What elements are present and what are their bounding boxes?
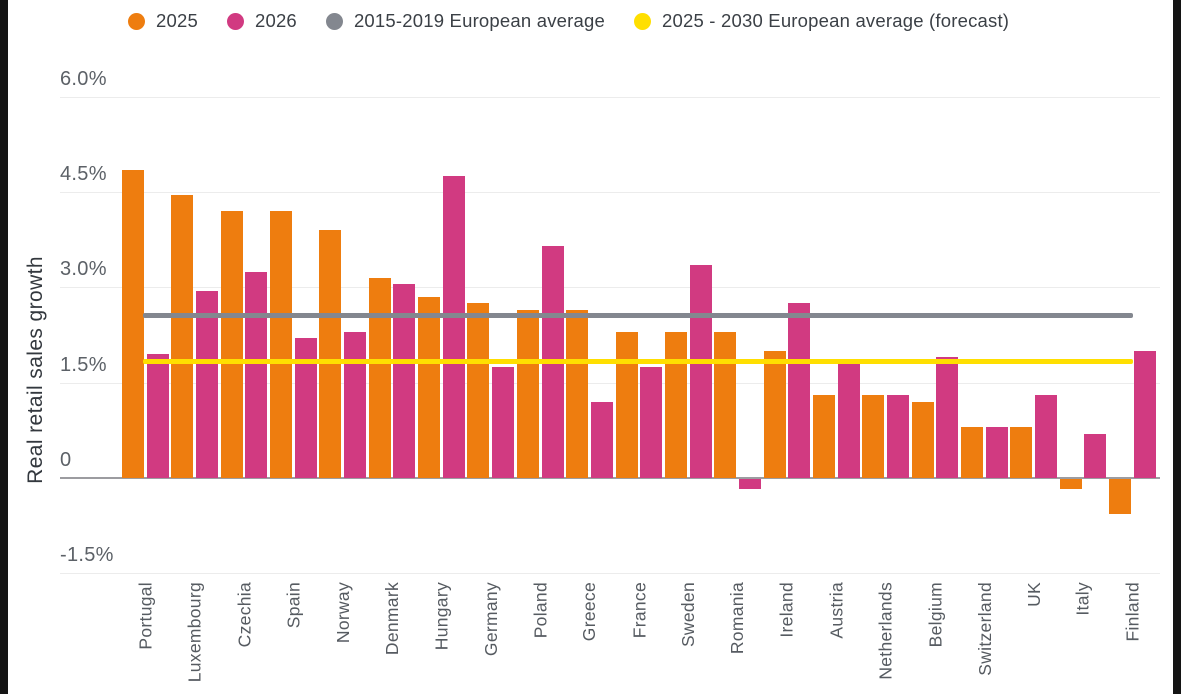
reference-line <box>143 313 1133 319</box>
right-edge-strip <box>1173 0 1181 694</box>
x-country-label: France <box>628 582 649 639</box>
x-country-label: Belgium <box>924 582 945 648</box>
x-country-label: Ireland <box>776 582 797 638</box>
bar-2026 <box>344 331 367 478</box>
bar-2025 <box>368 277 391 478</box>
y-axis-title: Real retail sales growth <box>24 256 47 484</box>
x-country-label: Italy <box>1073 582 1093 616</box>
bar-2026 <box>689 265 712 478</box>
legend-dot-icon <box>633 12 651 30</box>
bar-2026 <box>492 366 515 478</box>
bar-2026 <box>985 427 1008 478</box>
bar-2026 <box>294 338 317 478</box>
x-country-label: Netherlands <box>875 582 896 680</box>
x-country-label: Spain <box>283 582 304 629</box>
x-country-label: Switzerland <box>974 582 995 676</box>
bar-2026 <box>196 290 219 478</box>
bar-2025 <box>615 331 638 478</box>
legend-label: 2025 <box>156 10 198 31</box>
legend-dot-icon <box>226 12 244 30</box>
legend-label: 2026 <box>254 10 297 31</box>
bar-2026 <box>393 284 416 478</box>
bar-2025 <box>862 395 885 478</box>
bar-2025 <box>171 195 194 478</box>
bar-2025 <box>467 303 490 478</box>
legend-item: 2026 <box>226 10 297 32</box>
bar-2026 <box>738 479 761 489</box>
bar-2026 <box>1133 350 1156 478</box>
gridline <box>60 573 1160 575</box>
x-country-label: Norway <box>332 582 353 644</box>
legend-item: 2015-2019 European average <box>325 10 605 32</box>
bar-2025 <box>812 395 835 478</box>
bar-2026 <box>837 363 860 478</box>
bar-2026 <box>442 176 465 478</box>
legend-item: 2025 - 2030 European average (forecast) <box>633 10 1010 32</box>
bar-2025 <box>763 350 786 478</box>
bar-2025 <box>960 427 983 478</box>
x-country-label: Germany <box>480 582 501 657</box>
x-axis-zero-line <box>60 477 1160 479</box>
y-tick-label: -1.5% <box>60 544 114 567</box>
legend-label: 2025 - 2030 European average (forecast) <box>661 10 1010 31</box>
chart-legend: 2025 2026 2015-2019 European average 2025 -… <box>128 7 1009 35</box>
left-edge-strip <box>0 0 8 694</box>
x-country-label: Poland <box>530 582 551 639</box>
bar-2026 <box>640 366 663 478</box>
bar-2025 <box>319 230 342 478</box>
x-country-label: Luxembourg <box>184 582 205 683</box>
bar-2026 <box>146 354 169 478</box>
bar-2025 <box>566 309 589 478</box>
bar-2026 <box>886 395 909 478</box>
x-country-label: Portugal <box>135 582 156 650</box>
x-country-label: Denmark <box>382 582 403 656</box>
legend-label: 2015-2019 European average <box>353 10 605 31</box>
bar-2025 <box>516 309 539 478</box>
bar-2025 <box>1010 427 1033 478</box>
x-country-label: Czechia <box>234 582 255 648</box>
bar-2025 <box>220 211 243 478</box>
gridline <box>60 382 1160 384</box>
reference-line <box>143 359 1133 365</box>
bar-2025 <box>270 211 293 478</box>
bar-2025 <box>1059 479 1082 489</box>
y-tick-label: 3.0% <box>60 258 107 281</box>
x-country-label: Finland <box>1122 582 1143 642</box>
x-country-label: Romania <box>727 582 748 655</box>
x-country-label: Austria <box>826 582 847 639</box>
y-tick-label: 4.5% <box>60 163 107 186</box>
legend-dot-icon <box>325 12 343 30</box>
gridline <box>60 192 1160 194</box>
bar-2026 <box>936 357 959 478</box>
x-country-label: UK <box>1023 582 1044 607</box>
bar-2026 <box>1084 433 1107 478</box>
bar-2025 <box>714 331 737 478</box>
bar-2025 <box>1109 479 1131 514</box>
bar-2026 <box>245 271 268 478</box>
y-tick-label: 6.0% <box>60 67 107 90</box>
x-country-label: Greece <box>579 582 600 642</box>
y-tick-label: 1.5% <box>60 353 107 376</box>
x-country-label: Sweden <box>678 582 699 648</box>
x-country-label: Hungary <box>431 582 452 651</box>
gridline <box>60 96 1160 98</box>
bar-2026 <box>1035 395 1057 478</box>
legend-item: 2025 <box>128 10 198 32</box>
bar-2026 <box>788 303 811 478</box>
y-tick-label: 0 <box>60 449 72 471</box>
gridline <box>60 287 1160 289</box>
bar-2026 <box>590 401 613 478</box>
bar-2025 <box>664 331 687 478</box>
bar-2025 <box>418 296 441 478</box>
legend-dot-icon <box>128 12 145 30</box>
bar-2025 <box>911 401 934 478</box>
bar-2025 <box>122 169 144 478</box>
